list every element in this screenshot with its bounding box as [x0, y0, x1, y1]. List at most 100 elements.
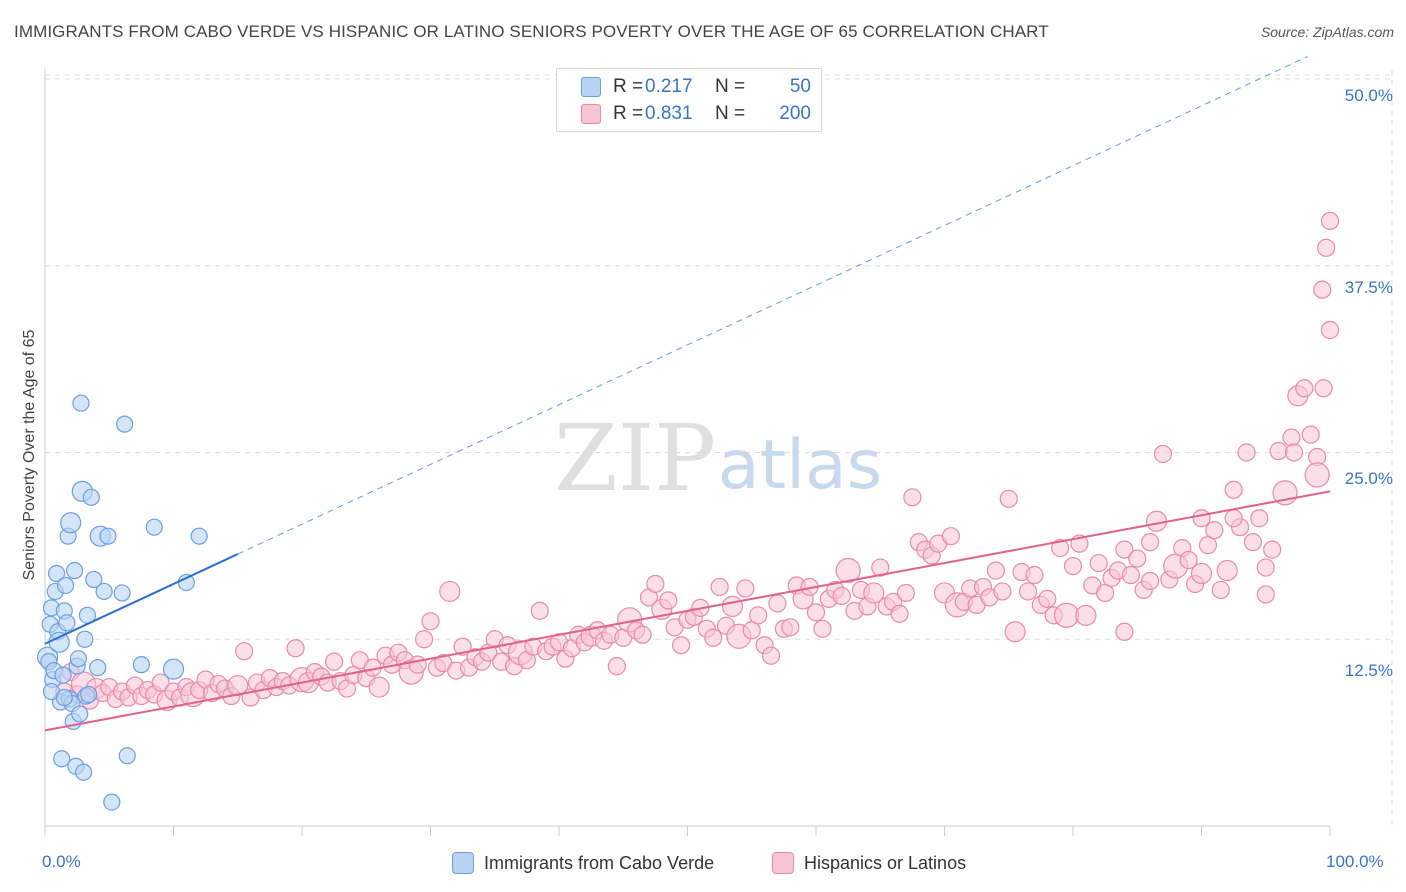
- pink-point: [813, 619, 832, 638]
- blue-point: [53, 750, 71, 768]
- blue-point: [76, 630, 94, 648]
- blue-point: [116, 415, 134, 433]
- pink-point: [659, 591, 678, 610]
- pink-point: [1243, 533, 1263, 552]
- pink-point: [1179, 550, 1198, 570]
- legend-item-cabo-verde[interactable]: Immigrants from Cabo Verde: [452, 852, 714, 874]
- y-tick-label: 50.0%: [1344, 86, 1393, 105]
- pink-point: [671, 636, 691, 655]
- pink-point: [607, 657, 626, 676]
- pink-point: [1269, 441, 1288, 461]
- pink-point: [806, 603, 826, 622]
- blue-point: [48, 631, 70, 653]
- blue-point: [69, 650, 88, 668]
- blue-point: [89, 659, 107, 677]
- blue-point: [72, 394, 90, 412]
- pink-point: [1284, 443, 1304, 462]
- blue-point: [82, 488, 100, 506]
- y-tick-label: 12.5%: [1344, 661, 1393, 680]
- blue-point: [132, 656, 150, 674]
- pink-point: [646, 574, 665, 594]
- correlation-legend: R = 0.217 N = 50 R = 0.831 N = 200: [556, 68, 822, 132]
- pink-point: [1320, 211, 1340, 231]
- pink-point: [1121, 565, 1140, 585]
- pink-point: [1025, 565, 1044, 585]
- pink-point: [1295, 379, 1314, 398]
- blue-point: [80, 685, 98, 704]
- pink-point: [1250, 509, 1269, 528]
- pink-point: [1075, 604, 1097, 626]
- pink-point: [1004, 621, 1026, 643]
- blue-point: [85, 570, 103, 589]
- pink-point: [903, 488, 922, 507]
- pink-point: [1304, 462, 1330, 488]
- pink-point: [704, 628, 723, 647]
- pink-point: [1038, 589, 1057, 609]
- legend-label: Hispanics or Latinos: [804, 852, 967, 873]
- blue-point: [47, 564, 66, 583]
- pink-point: [1301, 425, 1320, 444]
- pink-point: [871, 558, 890, 577]
- n-value: 50: [789, 76, 811, 97]
- pink-point: [414, 630, 434, 649]
- pink-point: [227, 674, 249, 697]
- blue-point: [58, 614, 76, 632]
- pink-point: [1216, 559, 1238, 582]
- pink-point: [749, 606, 768, 625]
- pink-point: [768, 594, 787, 613]
- pink-point: [993, 582, 1012, 601]
- pink-point: [863, 582, 885, 604]
- pink-point: [1224, 509, 1243, 528]
- blue-point: [55, 688, 73, 707]
- pink-point: [1063, 556, 1083, 576]
- blue-point: [56, 576, 75, 595]
- blue-point: [54, 666, 72, 684]
- pink-point: [986, 561, 1006, 580]
- pink-point: [1018, 582, 1038, 601]
- legend-row-cabo-verde: R = 0.217 N = 50: [581, 75, 811, 99]
- pink-point: [1115, 540, 1134, 559]
- pink-point: [1256, 585, 1275, 604]
- blue-point: [162, 658, 185, 680]
- pink-swatch: [581, 104, 601, 124]
- r-value: 0.831: [645, 103, 693, 124]
- n-label: N =: [715, 103, 746, 124]
- pink-point: [832, 586, 851, 606]
- pink-point: [235, 642, 254, 661]
- blue-point: [118, 747, 136, 765]
- pink-point: [530, 601, 549, 620]
- pink-point: [1145, 510, 1168, 532]
- pink-point: [1205, 521, 1224, 540]
- blue-point: [113, 584, 131, 602]
- blue-point: [60, 512, 82, 534]
- pink-point: [368, 676, 390, 698]
- blue-point: [95, 582, 113, 601]
- y-tick-label: 25.0%: [1344, 469, 1393, 488]
- n-label: N =: [715, 76, 746, 97]
- cabo-verde-trend-extension: [237, 56, 1308, 555]
- blue-point: [74, 763, 93, 781]
- r-value: 0.217: [645, 76, 693, 97]
- r-label: R =: [613, 103, 644, 124]
- legend-item-hispanics[interactable]: Hispanics or Latinos: [772, 852, 966, 874]
- pink-point: [781, 618, 800, 637]
- pink-point: [761, 646, 781, 665]
- pink-point: [1053, 602, 1080, 628]
- pink-point: [1140, 533, 1160, 552]
- pink-point: [1153, 444, 1173, 464]
- x-tick-label: 0.0%: [42, 852, 81, 871]
- hispanics-trend-line: [44, 490, 1331, 732]
- pink-point: [1237, 443, 1256, 462]
- blue-swatch: [452, 852, 474, 874]
- pink-point: [439, 580, 461, 603]
- series-hispanics-points: [55, 211, 1340, 712]
- pink-point: [835, 557, 861, 584]
- pink-point: [1317, 238, 1336, 257]
- y-tick-label: 37.5%: [1344, 278, 1393, 297]
- series-legend: Immigrants from Cabo Verde Hispanics or …: [0, 852, 1406, 876]
- pink-point: [1320, 320, 1340, 340]
- chart-title: IMMIGRANTS FROM CABO VERDE VS HISPANIC O…: [14, 22, 1049, 41]
- blue-point: [177, 573, 195, 592]
- r-label: R =: [613, 76, 644, 97]
